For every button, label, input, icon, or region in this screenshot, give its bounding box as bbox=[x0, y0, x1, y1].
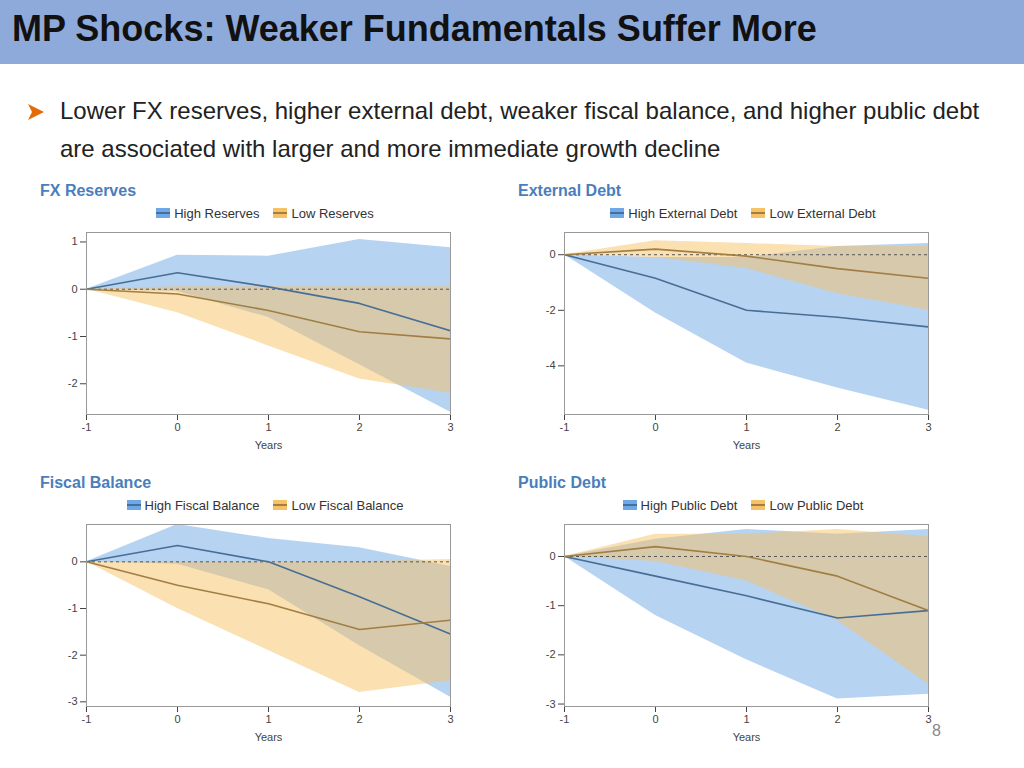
html-text:Lower FX reserves, higher exte: Lower FX reserves, higher external debt,… bbox=[60, 97, 980, 162]
svg-text:0: 0 bbox=[71, 283, 77, 295]
svg-text:1: 1 bbox=[265, 421, 271, 433]
svg-text:Years: Years bbox=[733, 731, 761, 743]
html-text:Fiscal Balance: Fiscal Balance bbox=[40, 474, 152, 491]
html-text:FX Reserves: FX Reserves bbox=[40, 182, 137, 199]
svg-text:0: 0 bbox=[549, 248, 555, 260]
svg-text:0: 0 bbox=[174, 713, 180, 725]
svg-text:3: 3 bbox=[925, 713, 931, 725]
svg-text:3: 3 bbox=[925, 421, 931, 433]
svg-text:-1: -1 bbox=[68, 602, 78, 614]
html-text:High Reserves: High Reserves bbox=[174, 205, 260, 221]
html-text:High Public Debt: High Public Debt bbox=[640, 497, 738, 513]
html-text:High External Debt: High External Debt bbox=[628, 205, 738, 221]
svg-text:-1: -1 bbox=[560, 713, 570, 725]
html-text:MP Shocks: Weaker Fundamentals: MP Shocks: Weaker Fundamentals Suffer Mo… bbox=[12, 8, 817, 49]
html-text:Low Reserves: Low Reserves bbox=[291, 205, 374, 221]
svg-text:-3: -3 bbox=[68, 695, 78, 707]
svg-text:3: 3 bbox=[447, 421, 453, 433]
html-text:Low External Debt: Low External Debt bbox=[769, 205, 876, 221]
svg-text:0: 0 bbox=[174, 421, 180, 433]
svg-text:2: 2 bbox=[356, 421, 362, 433]
html-text:Public Debt: Public Debt bbox=[518, 474, 606, 491]
svg-text:Years: Years bbox=[733, 439, 761, 451]
svg-text:0: 0 bbox=[71, 555, 77, 567]
svg-text:1: 1 bbox=[71, 235, 77, 247]
svg-text:1: 1 bbox=[743, 421, 749, 433]
svg-text:2: 2 bbox=[834, 421, 840, 433]
html-text:High Fiscal Balance: High Fiscal Balance bbox=[144, 497, 260, 513]
svg-text:-1: -1 bbox=[82, 421, 92, 433]
svg-text:-1: -1 bbox=[560, 421, 570, 433]
svg-text:-2: -2 bbox=[546, 304, 556, 316]
svg-text:-2: -2 bbox=[68, 377, 78, 389]
svg-text:2: 2 bbox=[834, 713, 840, 725]
svg-text:0: 0 bbox=[549, 550, 555, 562]
svg-text:2: 2 bbox=[356, 713, 362, 725]
svg-text:-2: -2 bbox=[546, 648, 556, 660]
html-text:8: 8 bbox=[932, 722, 941, 739]
html-text:Low Fiscal Balance: Low Fiscal Balance bbox=[291, 497, 404, 513]
svg-text:-3: -3 bbox=[546, 698, 556, 710]
svg-text:-1: -1 bbox=[546, 599, 556, 611]
html-text:Low Public Debt: Low Public Debt bbox=[769, 497, 864, 513]
svg-text:-2: -2 bbox=[68, 649, 78, 661]
svg-text:1: 1 bbox=[265, 713, 271, 725]
svg-text:Years: Years bbox=[255, 731, 283, 743]
svg-text:0: 0 bbox=[652, 421, 658, 433]
svg-text:Years: Years bbox=[255, 439, 283, 451]
svg-text:1: 1 bbox=[743, 713, 749, 725]
svg-text:3: 3 bbox=[447, 713, 453, 725]
svg-text:-1: -1 bbox=[68, 330, 78, 342]
svg-text:-1: -1 bbox=[82, 713, 92, 725]
html-text:External Debt: External Debt bbox=[518, 182, 622, 199]
svg-text:-4: -4 bbox=[546, 359, 556, 371]
svg-text:0: 0 bbox=[652, 713, 658, 725]
